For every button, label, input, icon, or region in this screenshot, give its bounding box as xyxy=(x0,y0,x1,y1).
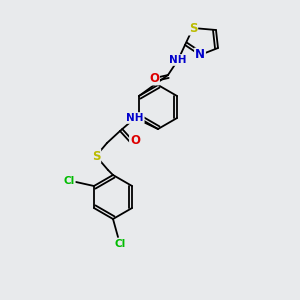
Text: Cl: Cl xyxy=(114,239,126,249)
Text: NH: NH xyxy=(126,113,144,123)
Text: O: O xyxy=(130,134,140,146)
Text: S: S xyxy=(189,22,197,34)
Text: N: N xyxy=(195,49,205,62)
Text: NH: NH xyxy=(169,55,187,65)
Text: S: S xyxy=(92,149,100,163)
Text: O: O xyxy=(149,71,159,85)
Text: Cl: Cl xyxy=(63,176,75,186)
